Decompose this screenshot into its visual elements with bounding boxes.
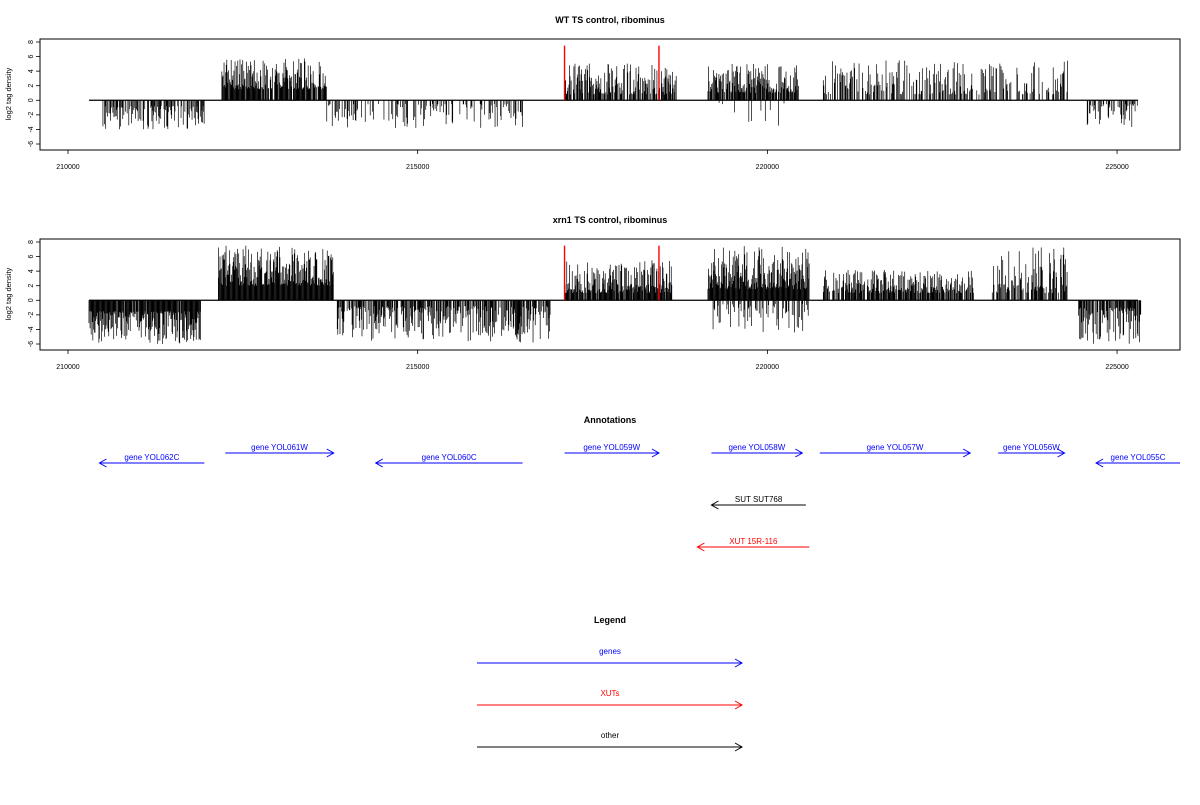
y-tick-label: 4 bbox=[28, 69, 35, 73]
density-segment bbox=[822, 60, 1068, 101]
legend-title: Legend bbox=[594, 615, 626, 625]
wt-track-panel: WT TS control, ribominus log2 tag densit… bbox=[4, 15, 1181, 171]
density-segment bbox=[718, 100, 785, 126]
density-segment bbox=[88, 300, 201, 344]
y-tick-label: 0 bbox=[28, 298, 35, 302]
density-segment bbox=[707, 246, 810, 301]
x-tick-label: 215000 bbox=[406, 164, 429, 171]
legend-arrow-head bbox=[734, 658, 744, 668]
y-tick-label: 8 bbox=[28, 240, 35, 244]
y-tick-label: -6 bbox=[28, 141, 35, 147]
annotation-feature: gene YOL058W bbox=[711, 443, 804, 458]
annotation-feature: XUT 15R-116 bbox=[696, 537, 810, 552]
feature-arrow-head bbox=[696, 542, 705, 552]
y-tick-label: -6 bbox=[28, 341, 35, 347]
x-tick-label: 210000 bbox=[56, 164, 79, 171]
y-tick-label: 6 bbox=[28, 55, 35, 59]
density-segment bbox=[822, 269, 974, 301]
density-segment bbox=[326, 100, 523, 128]
feature-arrow-head bbox=[962, 448, 972, 458]
xrn1-track-y-axis-label: log2 tag density bbox=[4, 267, 13, 320]
x-tick-label: 220000 bbox=[756, 364, 779, 371]
y-tick-label: -4 bbox=[28, 326, 35, 332]
feature-label: gene YOL058W bbox=[728, 443, 785, 452]
feature-label: SUT SUT768 bbox=[735, 495, 783, 504]
feature-label: gene YOL060C bbox=[422, 453, 477, 462]
xrn1-track-title: xrn1 TS control, ribominus bbox=[553, 215, 668, 225]
wt-track-density-bars: 8 6 4 2 0 -2 -4 -6 210000 215000 220000 225000 bbox=[28, 40, 1139, 171]
feature-arrow-head bbox=[374, 458, 383, 468]
wt-track-title: WT TS control, ribominus bbox=[555, 15, 665, 25]
annotations-title: Annotations bbox=[584, 415, 637, 425]
feature-arrow-head bbox=[651, 448, 660, 458]
x-tick-label: 220000 bbox=[756, 164, 779, 171]
feature-label: gene YOL056W bbox=[1003, 443, 1060, 452]
y-tick-label: 2 bbox=[28, 284, 35, 288]
y-tick-label: 4 bbox=[28, 269, 35, 273]
y-tick-label: 2 bbox=[28, 84, 35, 88]
feature-arrow-head bbox=[326, 448, 335, 458]
density-segment bbox=[217, 245, 334, 301]
y-tick-label: -4 bbox=[28, 126, 35, 132]
feature-label: gene YOL062C bbox=[124, 453, 179, 462]
density-segment bbox=[1078, 300, 1142, 344]
feature-label: XUT 15R-116 bbox=[729, 537, 778, 546]
legend-arrow-head bbox=[734, 700, 744, 710]
density-segment bbox=[707, 63, 800, 101]
annotation-features: gene YOL062C gene YOL061W gene YOL060C gene… bbox=[98, 443, 1180, 552]
feature-arrow-head bbox=[1057, 448, 1066, 458]
y-tick-label: 0 bbox=[28, 98, 35, 102]
density-segment bbox=[221, 58, 327, 101]
legend-item: genes bbox=[477, 647, 744, 668]
annotation-feature: gene YOL055C bbox=[1095, 453, 1180, 468]
feature-arrow-head bbox=[710, 500, 719, 510]
y-tick-label: -2 bbox=[28, 312, 35, 318]
feature-arrow-head bbox=[795, 448, 804, 458]
feature-label: gene YOL055C bbox=[1111, 453, 1166, 462]
annotation-feature: gene YOL057W bbox=[819, 443, 972, 458]
annotation-feature: gene YOL056W bbox=[998, 443, 1066, 458]
y-tick-label: 8 bbox=[28, 40, 35, 44]
density-segment bbox=[102, 100, 205, 130]
density-segment bbox=[991, 247, 1068, 301]
x-tick-label: 225000 bbox=[1105, 364, 1128, 371]
legend-label: XUTs bbox=[600, 689, 619, 698]
density-segment bbox=[1086, 100, 1138, 127]
feature-arrow-head bbox=[1095, 458, 1104, 468]
feature-label: gene YOL061W bbox=[251, 443, 308, 452]
xrn1-track-density-bars: 8 6 4 2 0 -2 -4 -6 210000 215000 220000 225000 bbox=[28, 240, 1142, 371]
annotation-feature: gene YOL060C bbox=[374, 453, 523, 468]
wt-track-plot-frame bbox=[39, 38, 1181, 151]
annotation-feature: SUT SUT768 bbox=[710, 495, 806, 510]
feature-label: gene YOL057W bbox=[867, 443, 924, 452]
legend-label: other bbox=[601, 731, 620, 740]
y-tick-label: -2 bbox=[28, 112, 35, 118]
legend-item: other bbox=[477, 731, 744, 752]
annotation-feature: gene YOL061W bbox=[225, 443, 335, 458]
legend-items: genes XUTs other bbox=[477, 647, 744, 752]
wt-track-y-axis-label: log2 tag density bbox=[4, 67, 13, 120]
y-tick-label: 6 bbox=[28, 255, 35, 259]
legend-panel: Legend genes XUTs other bbox=[477, 615, 744, 752]
x-tick-label: 210000 bbox=[56, 364, 79, 371]
x-tick-label: 215000 bbox=[406, 364, 429, 371]
legend-arrow-head bbox=[734, 742, 744, 752]
feature-label: gene YOL059W bbox=[583, 443, 640, 452]
density-segment bbox=[712, 300, 809, 333]
annotation-feature: gene YOL062C bbox=[98, 453, 205, 468]
legend-item: XUTs bbox=[477, 689, 744, 710]
xrn1-track-plot-frame bbox=[39, 238, 1181, 351]
x-tick-label: 225000 bbox=[1105, 164, 1128, 171]
feature-arrow-head bbox=[98, 458, 107, 468]
density-segment bbox=[336, 300, 551, 343]
legend-label: genes bbox=[599, 647, 621, 656]
xrn1-track-panel: xrn1 TS control, ribominus log2 tag dens… bbox=[4, 215, 1181, 371]
annotation-feature: gene YOL059W bbox=[564, 443, 660, 458]
